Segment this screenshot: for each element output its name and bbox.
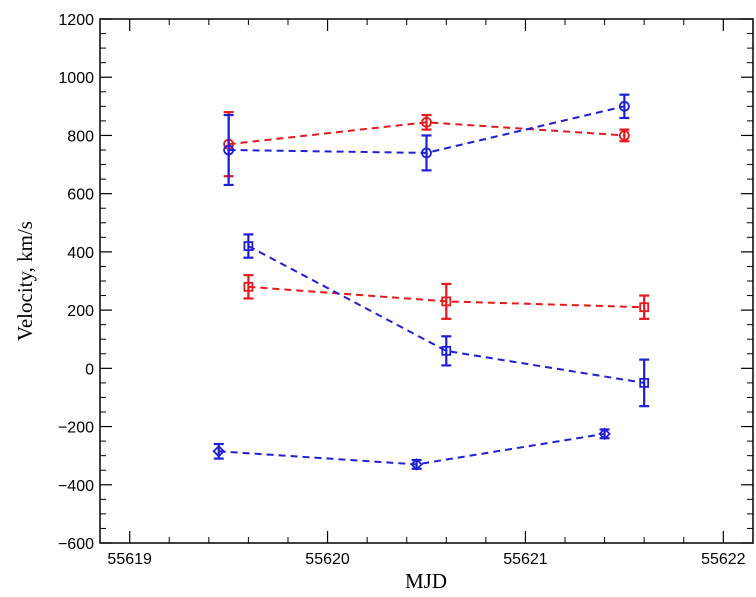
y-tick-label: −400 bbox=[58, 478, 94, 495]
data-point bbox=[618, 130, 630, 141]
data-series bbox=[212, 93, 650, 471]
data-point bbox=[618, 100, 630, 112]
y-axis-title: Velocity, km/s bbox=[13, 221, 37, 341]
series-3 bbox=[243, 274, 650, 320]
x-tick-label: 55621 bbox=[503, 551, 548, 568]
series-5 bbox=[212, 427, 611, 471]
plot-frame bbox=[99, 18, 754, 544]
data-point bbox=[441, 296, 452, 307]
data-point bbox=[410, 458, 423, 471]
y-tick-label: 200 bbox=[67, 303, 94, 320]
data-point bbox=[223, 144, 235, 156]
data-point bbox=[243, 241, 254, 251]
x-axis-title: MJD bbox=[405, 569, 447, 593]
data-point bbox=[421, 116, 432, 128]
series-line bbox=[228, 121, 625, 146]
data-point bbox=[212, 445, 226, 458]
y-tick-label: 800 bbox=[67, 128, 94, 145]
data-point bbox=[421, 147, 432, 159]
data-point bbox=[598, 427, 611, 441]
y-tick-label: −200 bbox=[58, 420, 94, 437]
tick-labels: −600 −400 −200 0 200 400 600 800 1000 1200 55619 55… bbox=[58, 12, 746, 568]
y-tick-label: 1200 bbox=[58, 12, 94, 29]
data-point bbox=[639, 302, 650, 313]
series-2 bbox=[223, 93, 630, 187]
data-point bbox=[639, 377, 650, 388]
data-point bbox=[243, 281, 254, 292]
series-4 bbox=[243, 233, 650, 408]
y-tick-label: 400 bbox=[67, 245, 94, 262]
y-tick-label: 600 bbox=[67, 187, 94, 204]
x-tick-label: 55620 bbox=[305, 551, 350, 568]
x-tick-label: 55622 bbox=[701, 551, 746, 568]
y-tick-label: 0 bbox=[85, 361, 94, 378]
y-tick-label: 1000 bbox=[58, 70, 94, 87]
data-point bbox=[441, 345, 452, 356]
y-tick-label: −600 bbox=[58, 536, 94, 553]
series-line bbox=[247, 245, 645, 384]
axis-ticks bbox=[100, 18, 753, 544]
x-tick-label: 55619 bbox=[107, 551, 152, 568]
